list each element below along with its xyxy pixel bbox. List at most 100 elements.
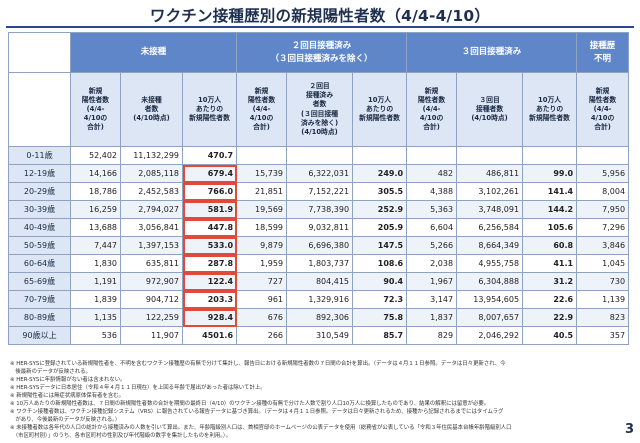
cell-unk: 3,846 <box>576 236 630 255</box>
subheader-line: ２回目 <box>309 81 330 90</box>
cell-un-rate: 533.0 <box>181 236 238 255</box>
cell-unk: 1,139 <box>576 290 630 309</box>
cell-un-cases: 18,786 <box>70 182 121 201</box>
footnote-line: があり、今後最新のデータが反映される。） <box>10 417 121 423</box>
group-unknown: 接種歴 不明 <box>576 32 630 73</box>
table-row: 0-11歳 52,402 11,132,299 470.7 <box>8 146 630 165</box>
age-cell: 70-79歳 <box>8 290 71 309</box>
subheader-line: (4/4- <box>593 104 612 113</box>
cell-un-rate: 203.3 <box>181 290 238 309</box>
subheader-line: 新規陽性者数 <box>359 114 400 123</box>
subheader-line: (4/4- <box>422 104 441 113</box>
cell-un-cases: 536 <box>70 326 121 345</box>
subheader-line: 済みを除く) <box>300 118 339 127</box>
subheader-s2-cases: 新規 陽性者数 (4/4- 4/10の 合計) <box>236 72 288 147</box>
cell-s2-rate: 90.4 <box>352 272 408 291</box>
cell-s2-cases: 1,959 <box>236 254 288 273</box>
cell-s3-rate: 141.4 <box>522 182 578 201</box>
cell-s2-pop: 892,306 <box>286 308 354 327</box>
subheader-line: 新規 <box>88 86 103 95</box>
cell-s3-cases: 6,604 <box>406 218 458 237</box>
age-cell: 60-64歳 <box>8 254 71 273</box>
subheader-s2-pop: ２回目 接種済み 者数 (３回目接種 済みを除く) (4/10時点) <box>286 72 354 147</box>
cell-s3-pop: 8,007,657 <box>456 308 524 327</box>
group-third-dose: ３回目接種済み <box>406 32 578 73</box>
subheader-line: 新規 <box>254 86 269 95</box>
footnote-line: ※ 未接種者数は各年代の人口の総計から接種済みの人数を引いて算出。また、年齢階級… <box>10 425 512 431</box>
group-second-dose: ２回目接種済み （３回目接種済みを除く） <box>236 32 408 73</box>
subheader-line: 者数 <box>144 104 159 113</box>
cell-s2-pop: 6,696,380 <box>286 236 354 255</box>
age-cell: 30-39歳 <box>8 200 71 219</box>
cell-s3-rate: 22.9 <box>522 308 578 327</box>
footnotes: ※ HER-SYSに登録されている新規陽性者を、不明を含むワクチン接種歴の有無で… <box>10 360 630 440</box>
cell-un-pop: 2,085,118 <box>120 164 183 183</box>
cell-s3-pop: 3,102,261 <box>456 182 524 201</box>
group-unvaccinated: 未接種 <box>69 32 238 73</box>
subheader-line: 未接種 <box>141 95 162 104</box>
subheader-line: あたりの <box>195 104 224 113</box>
subheader-line: 合計) <box>594 123 611 132</box>
subheader-line: あたりの <box>535 104 564 113</box>
cell-un-cases: 1,191 <box>70 272 121 291</box>
subheader-un-pop: 未接種 者数 (4/10時点) <box>120 72 183 147</box>
cell-un-cases: 16,259 <box>70 200 121 219</box>
footnote-line: ※ 新規陽性者には無症状病原体保有者を含む。 <box>10 393 125 399</box>
subheader-s3-rate: 10万人 あたりの 新規陽性者数 <box>522 72 578 147</box>
cell-s3-rate: 22.6 <box>522 290 578 309</box>
cell-un-pop: 2,452,583 <box>120 182 183 201</box>
group-unknown-line1: 接種歴 <box>589 41 616 52</box>
cell-s2-pop: 1,329,916 <box>286 290 354 309</box>
cell-s3-rate: 99.0 <box>522 164 578 183</box>
page-title: ワクチン接種歴別の新規陽性者数（4/4-4/10） <box>149 7 491 25</box>
subheader-line: 新規陽性者数 <box>529 114 570 123</box>
cell-unk: 5,956 <box>576 164 630 183</box>
cell-s2-cases: 961 <box>236 290 288 309</box>
age-cell: 80-89歳 <box>8 308 71 327</box>
cell-s2-rate: 108.6 <box>352 254 408 273</box>
subheader-line: (4/4- <box>86 104 105 113</box>
subheader-s3-cases: 新規 陽性者数 (4/4- 4/10の 合計) <box>406 72 458 147</box>
cell-s3-cases: 1,967 <box>406 272 458 291</box>
cell-un-cases: 13,688 <box>70 218 121 237</box>
group-unknown-line2: 不明 <box>594 53 612 64</box>
cell-s3-cases: 829 <box>406 326 458 345</box>
cell-un-pop: 2,794,027 <box>120 200 183 219</box>
cell-s2-rate: 75.8 <box>352 308 408 327</box>
cell-s3-pop: 486,811 <box>456 164 524 183</box>
cell-s3-rate: 41.1 <box>522 254 578 273</box>
table-row: 12-19歳 14,166 2,085,118 679.4 15,739 6,322,03… <box>8 164 630 183</box>
cell-s3-pop: 3,748,091 <box>456 200 524 219</box>
cell-s3-pop: 6,256,584 <box>456 218 524 237</box>
cell-un-rate: 928.4 <box>181 308 238 327</box>
subheader-line: 者数 <box>312 100 327 109</box>
cell-s2-rate: 205.9 <box>352 218 408 237</box>
cell-s2-cases: 266 <box>236 326 288 345</box>
cell-s2-cases: 19,569 <box>236 200 288 219</box>
cell-s2-cases: 676 <box>236 308 288 327</box>
age-cell: 65-69歳 <box>8 272 71 291</box>
cell-un-cases: 7,447 <box>70 236 121 255</box>
corner-cell-2 <box>8 72 71 147</box>
cell-s3-rate: 60.8 <box>522 236 578 255</box>
cell-s3-rate: 105.6 <box>522 218 578 237</box>
footnote-line: ※ HER-SYSに登録されている新規陽性者を、不明を含むワクチン接種歴の有無で… <box>10 361 506 367</box>
table-row: 40-49歳 13,688 3,056,841 447.8 18,599 9,032,81… <box>8 218 630 237</box>
cell-un-rate: 287.8 <box>181 254 238 273</box>
subheader-line: 新規陽性者数 <box>189 114 230 123</box>
cell-s3-cases: 1,837 <box>406 308 458 327</box>
subheader-line: 4/10の <box>249 114 274 123</box>
cell-unk <box>576 146 630 165</box>
footnote-line: ※ HER-SYSに年齢情報がない者は含まれない。 <box>10 377 126 383</box>
cell-unk: 7,950 <box>576 200 630 219</box>
table-row: 70-79歳 1,839 904,712 203.3 961 1,329,916 72.3 3… <box>8 290 630 309</box>
group-second-line1: ２回目接種済み <box>291 41 352 52</box>
footnote-line: 後最新のデータが反映される。 <box>10 369 91 375</box>
age-cell: 12-19歳 <box>8 164 71 183</box>
subheader-line: 陽性者数 <box>81 95 110 104</box>
cell-s2-cases: 18,599 <box>236 218 288 237</box>
cell-s3-pop: 4,955,758 <box>456 254 524 273</box>
cell-s2-rate: 249.0 <box>352 164 408 183</box>
subheader-line: ３回目 <box>479 95 500 104</box>
cell-un-cases: 14,166 <box>70 164 121 183</box>
